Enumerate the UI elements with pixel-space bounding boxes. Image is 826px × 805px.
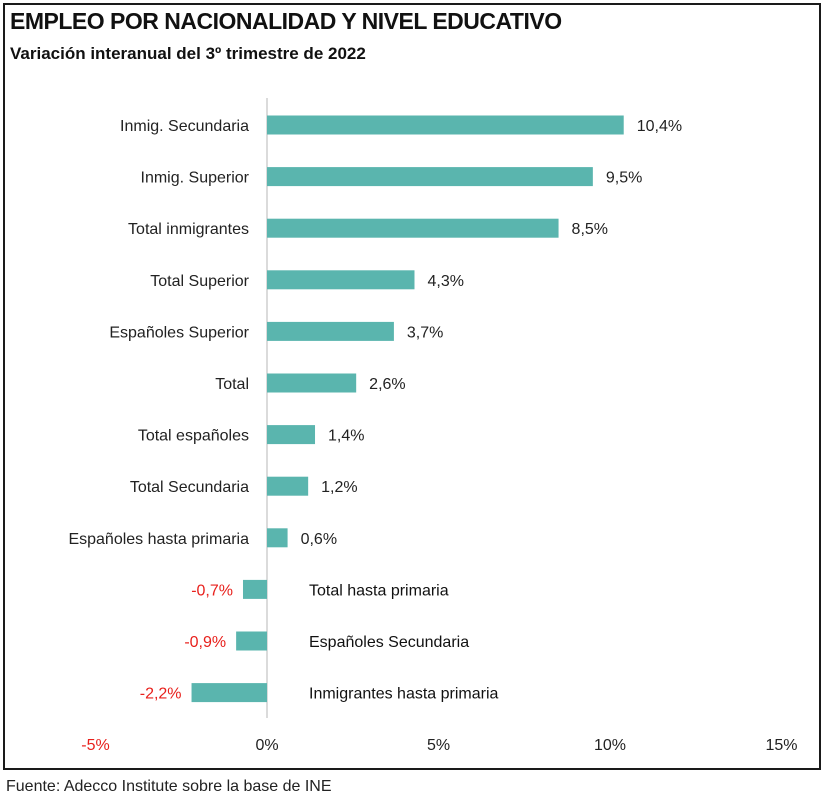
bar <box>267 167 593 187</box>
chart-title: EMPLEO POR NACIONALIDAD Y NIVEL EDUCATIV… <box>10 8 562 34</box>
bar <box>267 218 559 238</box>
x-tick-label: 10% <box>594 737 626 754</box>
category-label: Total inmigrantes <box>128 221 249 238</box>
category-label: Total hasta primaria <box>309 582 449 599</box>
category-label: Total Superior <box>150 273 249 290</box>
bar <box>267 476 309 496</box>
bar <box>191 683 267 703</box>
bar <box>242 579 267 599</box>
data-label: -0,9% <box>184 634 226 651</box>
x-tick-label: 0% <box>255 737 278 754</box>
category-label: Total <box>215 376 249 393</box>
category-label: Españoles Superior <box>109 324 249 341</box>
data-label: 4,3% <box>427 273 463 290</box>
category-label: Españoles hasta primaria <box>68 531 249 548</box>
bar <box>236 631 267 651</box>
bar <box>267 528 288 548</box>
category-label: Inmigrantes hasta primaria <box>309 686 499 703</box>
bar <box>267 321 394 341</box>
data-label: -0,7% <box>191 582 233 599</box>
data-label: 1,2% <box>321 479 357 496</box>
x-tick-label: 5% <box>427 737 450 754</box>
source-note: Fuente: Adecco Institute sobre la base d… <box>6 778 332 795</box>
category-label: Inmig. Superior <box>141 170 250 187</box>
category-label: Españoles Secundaria <box>309 634 469 651</box>
x-tick-label: -5% <box>81 737 109 754</box>
bar <box>267 270 415 290</box>
category-label: Total españoles <box>138 428 249 445</box>
bar <box>267 115 624 135</box>
data-label: 3,7% <box>407 324 443 341</box>
data-label: 9,5% <box>606 170 642 187</box>
data-label: 8,5% <box>572 221 608 238</box>
data-label: 1,4% <box>328 428 364 445</box>
bar-chart: Inmig. Secundaria 10,4% Inmig. Superior 9,5… <box>68 98 798 754</box>
chart-subtitle: Variación interanual del 3º trimestre de… <box>10 44 366 63</box>
category-label: Inmig. Secundaria <box>120 118 249 135</box>
bar <box>267 425 316 445</box>
x-tick-label: 15% <box>765 737 797 754</box>
category-label: Total Secundaria <box>130 479 249 496</box>
data-label: 0,6% <box>301 531 337 548</box>
data-label: 2,6% <box>369 376 405 393</box>
bar <box>267 373 357 393</box>
data-label: -2,2% <box>140 686 182 703</box>
data-label: 10,4% <box>637 118 682 135</box>
chart-frame <box>3 3 821 770</box>
